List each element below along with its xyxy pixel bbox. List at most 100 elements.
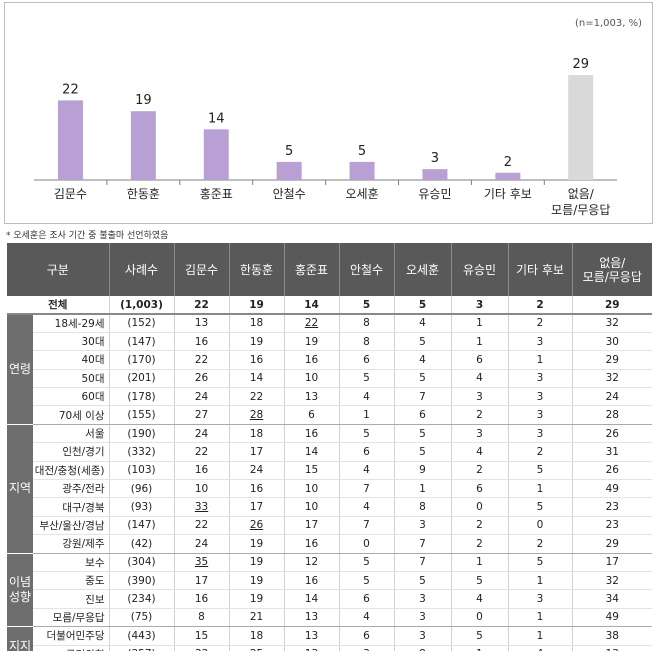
bar xyxy=(568,75,594,180)
table-cell: 27 xyxy=(174,405,230,425)
table-row: 대전/충청(세종) (103) 16 24 15 4 9 2 5 26 xyxy=(7,461,652,481)
table-cell: 23 xyxy=(572,497,652,517)
table-cell: 4 xyxy=(451,589,509,609)
table-cell: 0 xyxy=(339,534,395,554)
table-row: 대구/경북 (93) 33 17 10 4 8 0 5 23 xyxy=(7,497,652,517)
table-cell: 5 xyxy=(508,497,573,517)
data-label: 22 xyxy=(62,82,79,97)
row-label: 광주/전라 xyxy=(33,479,110,499)
table-cell: 24 xyxy=(174,387,230,407)
column-header: 안철수 xyxy=(339,243,395,296)
table-cell: 32 xyxy=(572,369,652,389)
table-cell: 1 xyxy=(451,645,509,651)
data-label: 5 xyxy=(358,144,366,159)
group-label: 지역 xyxy=(7,424,33,554)
table-cell: 19 xyxy=(229,534,285,554)
total-row: 전체 (1,003) 22 19 14 5 5 3 2 29 xyxy=(7,296,652,315)
table-cell: 7 xyxy=(339,516,395,536)
table-cell: 32 xyxy=(572,571,652,591)
table-cell: 3 xyxy=(508,405,573,425)
table-cell: 14 xyxy=(284,442,340,462)
group-label: 지지정당 xyxy=(7,626,33,651)
total-cell: 14 xyxy=(284,296,340,315)
table-cell: 1 xyxy=(394,479,452,499)
table-cell: 31 xyxy=(572,442,652,462)
table-cell: 26 xyxy=(229,516,285,536)
table-row: 40대 (170) 22 16 16 6 4 6 1 29 xyxy=(7,350,652,370)
table-cell: 17 xyxy=(174,571,230,591)
table-cell: 0 xyxy=(451,497,509,517)
table-cell: 1 xyxy=(508,479,573,499)
table-cell: 29 xyxy=(572,350,652,370)
table-cell: (75) xyxy=(109,608,175,628)
table-cell: (332) xyxy=(109,442,175,462)
table-cell: (147) xyxy=(109,516,175,536)
category-label: 모름/무응답 xyxy=(551,203,610,217)
table-cell: 17 xyxy=(572,553,652,572)
column-header: 한동훈 xyxy=(229,243,285,296)
row-label: 진보 xyxy=(33,589,110,609)
table-cell: 0 xyxy=(508,516,573,536)
bar xyxy=(203,129,229,180)
table-cell: 3 xyxy=(394,608,452,628)
table-cell: 4 xyxy=(451,442,509,462)
table-cell: 3 xyxy=(394,516,452,536)
table-row: 모름/무응답 (75) 8 21 13 4 3 0 1 49 xyxy=(7,608,652,628)
table-cell: 6 xyxy=(339,626,395,646)
table-cell: 29 xyxy=(572,534,652,554)
table-cell: (42) xyxy=(109,534,175,554)
table-cell: 1 xyxy=(508,626,573,646)
table-cell: 49 xyxy=(572,608,652,628)
table-cell: 13 xyxy=(284,645,340,651)
table-cell: 13 xyxy=(572,645,652,651)
total-label: 전체 xyxy=(7,296,110,315)
table-cell: 16 xyxy=(284,571,340,591)
table-cell: 5 xyxy=(508,553,573,572)
table-cell: (304) xyxy=(109,553,175,572)
table-cell: 1 xyxy=(451,553,509,572)
table-cell: 18 xyxy=(229,314,285,333)
table-cell: 7 xyxy=(339,479,395,499)
table-cell: 19 xyxy=(229,332,285,352)
table-cell: 24 xyxy=(229,461,285,481)
table-cell: 6 xyxy=(451,350,509,370)
crosstab-table: 구분 사례수 김문수 한동훈 홍준표 안철수 오세훈 유승민 기타 후보 없음/모름/무응답 전체… xyxy=(7,243,652,651)
table-cell: 1 xyxy=(451,314,509,333)
column-header: 김문수 xyxy=(174,243,230,296)
table-cell: 4 xyxy=(339,608,395,628)
table-cell: (103) xyxy=(109,461,175,481)
table-cell: 5 xyxy=(394,442,452,462)
row-label: 보수 xyxy=(33,553,110,572)
table-cell: 16 xyxy=(284,534,340,554)
category-label: 오세훈 xyxy=(345,187,378,201)
table-row: 광주/전라 (96) 10 16 10 7 1 6 1 49 xyxy=(7,479,652,499)
table-cell: 16 xyxy=(174,332,230,352)
table-row: 30대 (147) 16 19 19 8 5 1 3 30 xyxy=(7,332,652,352)
table-cell: 30 xyxy=(572,332,652,352)
table-cell: 3 xyxy=(508,332,573,352)
table-cell: (178) xyxy=(109,387,175,407)
table-cell: 28 xyxy=(229,405,285,425)
table-cell: 0 xyxy=(451,608,509,628)
category-label: 김문수 xyxy=(54,187,87,201)
table-cell: 2 xyxy=(451,516,509,536)
column-header: 없음/모름/무응답 xyxy=(572,243,652,296)
table-row: 강원/제주 (42) 24 19 16 0 7 2 2 29 xyxy=(7,534,652,554)
table-cell: 26 xyxy=(174,369,230,389)
table-cell: 12 xyxy=(284,553,340,572)
total-cell: 5 xyxy=(339,296,395,315)
table-cell: 2 xyxy=(508,314,573,333)
table-row: 중도 (390) 17 19 16 5 5 5 1 32 xyxy=(7,571,652,591)
table-cell: 22 xyxy=(229,387,285,407)
table-cell: 16 xyxy=(229,479,285,499)
table-cell: 6 xyxy=(339,350,395,370)
data-label: 5 xyxy=(285,144,293,159)
table-cell: 7 xyxy=(394,534,452,554)
table-cell: 5 xyxy=(394,332,452,352)
table-cell: 5 xyxy=(508,461,573,481)
table-cell: 19 xyxy=(229,589,285,609)
table-cell: (443) xyxy=(109,626,175,646)
table-cell: 7 xyxy=(394,553,452,572)
table-cell: 2 xyxy=(508,534,573,554)
table-cell: 13 xyxy=(174,314,230,333)
